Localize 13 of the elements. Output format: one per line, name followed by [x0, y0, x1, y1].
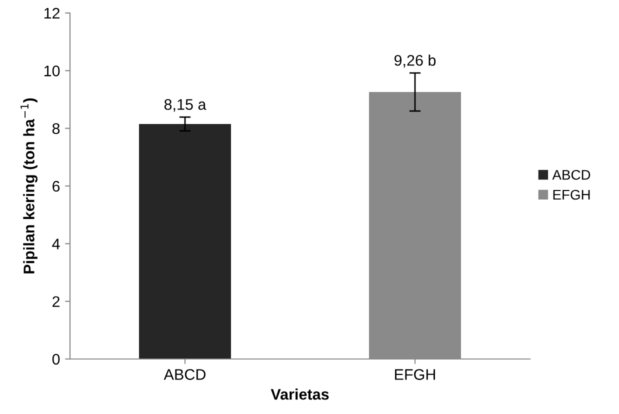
- data-label: 8,15 a: [164, 99, 206, 112]
- y-tick-label: 2: [52, 296, 60, 307]
- y-tick-label: 12: [44, 8, 60, 19]
- x-axis-title: Varietas: [270, 388, 329, 400]
- y-axis-title: Pipilan kering (ton ha$^{−1}$): [20, 98, 38, 274]
- legend-label: EFGH: [553, 190, 590, 200]
- legend-label: ABCD: [552, 170, 590, 180]
- data-label: 9,26 b: [394, 54, 436, 68]
- y-tick-label: 10: [44, 66, 60, 76]
- y-tick-label: 0: [52, 354, 60, 365]
- y-tick-label: 6: [52, 180, 60, 192]
- y-tick-label: 4: [52, 238, 60, 250]
- y-tick-label: 8: [52, 123, 60, 134]
